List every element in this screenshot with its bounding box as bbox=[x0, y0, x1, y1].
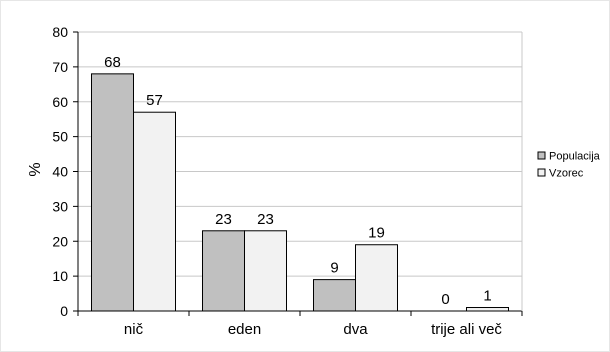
data-label: 68 bbox=[104, 54, 121, 71]
y-tick-label: 10 bbox=[52, 268, 68, 284]
bars bbox=[91, 73, 509, 312]
x-category-label: nič bbox=[124, 321, 144, 338]
data-label: 9 bbox=[330, 260, 338, 277]
bar-populacija-0 bbox=[91, 73, 134, 312]
legend-swatch bbox=[537, 151, 546, 160]
bar-vzorec-1 bbox=[244, 230, 287, 312]
bar-vzorec-0 bbox=[133, 111, 176, 312]
y-axis-label: % bbox=[27, 162, 44, 176]
bar-populacija-1 bbox=[202, 230, 245, 312]
data-label: 1 bbox=[483, 288, 491, 305]
y-tick-label: 30 bbox=[52, 198, 68, 214]
bar-populacija-2 bbox=[313, 279, 356, 312]
legend-label: Populacija bbox=[549, 151, 601, 163]
y-tick-label: 60 bbox=[52, 94, 68, 110]
y-tick-label: 70 bbox=[52, 59, 68, 75]
bar-vzorec-2 bbox=[355, 244, 398, 312]
data-label: 0 bbox=[441, 291, 449, 308]
bar-vzorec-3 bbox=[466, 307, 509, 312]
legend-label: Vzorec bbox=[549, 168, 584, 180]
x-category-label: eden bbox=[228, 321, 261, 338]
data-label: 57 bbox=[146, 92, 163, 109]
x-category-label: trije ali več bbox=[431, 321, 502, 338]
y-tick-label: 50 bbox=[52, 129, 68, 145]
y-tick-label: 0 bbox=[60, 303, 68, 319]
x-category-label: dva bbox=[343, 321, 368, 338]
data-label: 19 bbox=[368, 225, 385, 242]
legend: Populacija Vzorec bbox=[537, 151, 601, 180]
y-tick-label: 40 bbox=[52, 164, 68, 180]
legend-swatch bbox=[537, 168, 546, 177]
data-label: 23 bbox=[257, 211, 274, 228]
data-labels: 68 23 9 0 57 23 19 1 bbox=[104, 54, 492, 308]
y-tick-label: 80 bbox=[52, 24, 68, 40]
data-label: 23 bbox=[215, 211, 232, 228]
y-tick-label: 20 bbox=[52, 233, 68, 249]
